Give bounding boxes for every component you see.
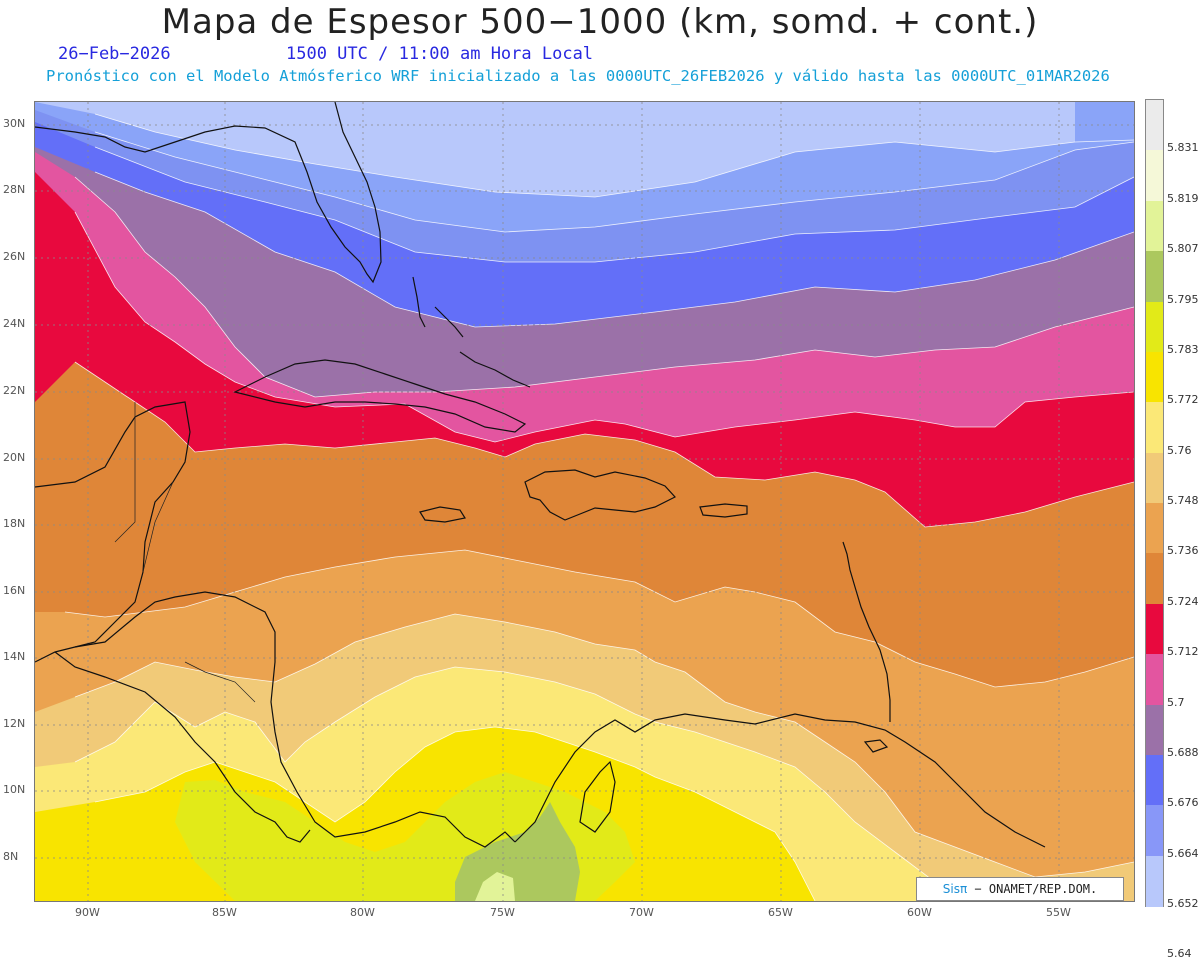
longitude-label: 85W xyxy=(212,906,237,919)
thickness-map xyxy=(34,101,1135,902)
colorbar-label: 5.748 xyxy=(1167,494,1199,507)
longitude-label: 75W xyxy=(490,906,515,919)
colorbar-label: 5.724 xyxy=(1167,594,1199,608)
credit-box: Sisπ − ONAMET/REP.DOM. xyxy=(916,877,1124,901)
latitude-label: 12N xyxy=(3,717,26,730)
colorbar-segment xyxy=(1146,654,1163,705)
colorbar xyxy=(1145,99,1164,907)
latitude-label: 10N xyxy=(3,783,26,796)
colorbar-segment xyxy=(1146,805,1163,857)
colorbar-label: 5.795 xyxy=(1167,292,1199,306)
colorbar-segment xyxy=(1146,503,1163,554)
map-canvas xyxy=(35,102,1134,901)
map-title: Mapa de Espesor 500−1000 (km, somd. + co… xyxy=(161,2,1039,42)
colorbar-segment xyxy=(1146,402,1163,454)
colorbar-segment xyxy=(1146,251,1163,302)
latitude-label: 22N xyxy=(3,384,26,397)
colorbar-segment xyxy=(1146,704,1163,756)
colorbar-label: 5.7 xyxy=(1167,695,1185,709)
colorbar-label: 5.807 xyxy=(1167,242,1199,256)
colorbar-segment xyxy=(1146,100,1163,151)
latitude-label: 24N xyxy=(3,317,26,330)
latitude-label: 28N xyxy=(3,183,26,196)
colorbar-segment xyxy=(1146,351,1163,403)
colorbar-segment xyxy=(1146,150,1163,202)
colorbar-label: 5.819 xyxy=(1167,191,1199,205)
colorbar-segment xyxy=(1146,301,1163,353)
colorbar-label: 5.831 xyxy=(1167,141,1199,155)
band-13 xyxy=(455,802,580,901)
colorbar-segment xyxy=(1146,553,1163,605)
longitude-label: 60W xyxy=(907,906,932,919)
time-label: 1500 UTC / 11:00 am Hora Local xyxy=(286,44,594,64)
credit-text: − ONAMET/REP.DOM. xyxy=(974,882,1098,896)
colorbar-label: 5.736 xyxy=(1167,544,1199,558)
colorbar-label: 5.772 xyxy=(1167,393,1199,407)
colorbar-label: 5.676 xyxy=(1167,796,1199,810)
colorbar-label: 5.652 xyxy=(1167,897,1199,910)
longitude-label: 70W xyxy=(629,906,654,919)
longitude-label: 80W xyxy=(350,906,375,919)
colorbar-segment xyxy=(1146,603,1163,655)
colorbar-label: 5.64 xyxy=(1167,947,1192,960)
latitude-label: 18N xyxy=(3,517,26,530)
latitude-label: 14N xyxy=(3,650,26,663)
colorbar-label: 5.712 xyxy=(1167,645,1199,659)
colorbar-label: 5.664 xyxy=(1167,846,1199,860)
colorbar-label: 5.688 xyxy=(1167,745,1199,759)
colorbar-label: 5.76 xyxy=(1167,443,1192,457)
latitude-label: 30N xyxy=(3,117,26,130)
band-14 xyxy=(475,872,515,901)
longitude-label: 55W xyxy=(1046,906,1071,919)
inland-borders xyxy=(114,402,256,703)
colorbar-segment xyxy=(1146,200,1163,252)
colorbar-segment xyxy=(1146,754,1163,806)
latitude-label: 16N xyxy=(3,584,26,597)
latitude-label: 20N xyxy=(3,451,26,464)
latitude-label: 26N xyxy=(3,250,26,263)
coastlines xyxy=(35,102,1046,848)
grid-lines xyxy=(35,102,1134,901)
colorbar-segment xyxy=(1146,855,1163,907)
colorbar-segment xyxy=(1146,452,1163,504)
forecast-label: Pronóstico con el Modelo Atmósferico WRF… xyxy=(46,67,1110,85)
credit-brand: Sisπ xyxy=(942,882,968,896)
longitude-label: 65W xyxy=(768,906,793,919)
contour-lines xyxy=(64,113,1134,901)
latitude-label: 8N xyxy=(3,850,19,863)
colorbar-label: 5.783 xyxy=(1167,342,1199,356)
date-label: 26−Feb−2026 xyxy=(58,44,171,64)
longitude-label: 90W xyxy=(75,906,100,919)
